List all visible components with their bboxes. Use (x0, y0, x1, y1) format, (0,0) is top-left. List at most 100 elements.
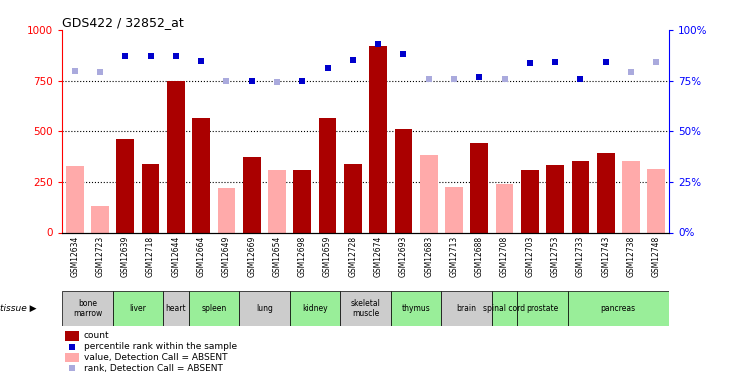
Text: GSM12723: GSM12723 (96, 236, 105, 277)
FancyBboxPatch shape (340, 291, 391, 326)
Bar (268, 170, 286, 232)
Text: GSM12713: GSM12713 (450, 236, 458, 277)
Text: GSM12718: GSM12718 (146, 236, 155, 276)
Point (372, 41, 384, 47)
Bar (572, 160, 589, 232)
FancyBboxPatch shape (189, 291, 239, 326)
Text: GSM12649: GSM12649 (222, 236, 231, 277)
Text: GSM12669: GSM12669 (247, 236, 257, 277)
Bar (596, 153, 615, 232)
Text: GSM12753: GSM12753 (550, 236, 560, 277)
Point (67, 365, 78, 371)
Text: GSM12683: GSM12683 (424, 236, 433, 277)
Text: GSM12664: GSM12664 (197, 236, 205, 277)
Text: spinal cord: spinal cord (483, 304, 526, 313)
Point (575, 76, 586, 82)
FancyBboxPatch shape (568, 291, 669, 326)
Point (322, 66, 333, 72)
Text: GDS422 / 32852_at: GDS422 / 32852_at (62, 16, 184, 29)
Bar (66, 166, 83, 232)
Text: kidney: kidney (302, 304, 327, 313)
Point (499, 76, 510, 82)
Bar (243, 157, 260, 232)
Bar (471, 143, 488, 232)
FancyBboxPatch shape (289, 291, 340, 326)
Text: liver: liver (129, 304, 146, 313)
Bar (218, 188, 235, 232)
FancyBboxPatch shape (113, 291, 163, 326)
Point (398, 51, 409, 57)
Point (297, 78, 308, 84)
Point (145, 53, 156, 59)
Bar (293, 170, 311, 232)
Bar (192, 118, 210, 232)
FancyBboxPatch shape (442, 291, 492, 326)
Text: brain: brain (457, 304, 477, 313)
Bar (142, 164, 159, 232)
Point (119, 53, 131, 59)
Text: skeletal
muscle: skeletal muscle (351, 299, 380, 318)
Text: count: count (84, 332, 110, 340)
Point (271, 79, 283, 85)
Point (549, 59, 561, 65)
Bar (369, 46, 387, 232)
Text: spleen: spleen (201, 304, 227, 313)
Text: heart: heart (166, 304, 186, 313)
Text: GSM12733: GSM12733 (576, 236, 585, 277)
Text: GSM12674: GSM12674 (374, 236, 382, 277)
Bar (496, 184, 513, 232)
Bar (648, 169, 665, 232)
Point (524, 60, 536, 66)
Text: GSM12634: GSM12634 (70, 236, 79, 277)
FancyBboxPatch shape (62, 291, 113, 326)
Point (246, 78, 257, 84)
Text: GSM12644: GSM12644 (171, 236, 181, 277)
Text: lung: lung (256, 304, 273, 313)
Text: rank, Detection Call = ABSENT: rank, Detection Call = ABSENT (84, 364, 223, 373)
Text: GSM12698: GSM12698 (298, 236, 307, 277)
FancyBboxPatch shape (163, 291, 189, 326)
Text: GSM12659: GSM12659 (323, 236, 332, 277)
Text: pancreas: pancreas (601, 304, 636, 313)
FancyBboxPatch shape (239, 291, 289, 326)
Point (600, 59, 612, 65)
Text: value, Detection Call = ABSENT: value, Detection Call = ABSENT (84, 353, 227, 362)
Text: GSM12688: GSM12688 (474, 236, 484, 276)
Text: GSM12693: GSM12693 (399, 236, 408, 277)
Point (195, 58, 207, 64)
Text: GSM12639: GSM12639 (121, 236, 130, 277)
Bar (622, 160, 640, 232)
Bar (167, 81, 185, 232)
FancyBboxPatch shape (518, 291, 568, 326)
Bar (319, 118, 336, 232)
Text: tissue ▶: tissue ▶ (0, 304, 37, 313)
Text: GSM12738: GSM12738 (626, 236, 635, 277)
Bar (395, 129, 412, 232)
Text: GSM12748: GSM12748 (652, 236, 661, 277)
Text: GSM12708: GSM12708 (500, 236, 509, 277)
Text: thymus: thymus (402, 304, 431, 313)
Bar (91, 206, 109, 232)
Point (67, 344, 78, 350)
Bar (445, 187, 463, 232)
Bar (344, 164, 362, 232)
Text: percentile rank within the sample: percentile rank within the sample (84, 342, 237, 351)
FancyBboxPatch shape (391, 291, 442, 326)
Point (474, 74, 485, 80)
Bar (116, 140, 135, 232)
Bar (521, 170, 539, 232)
Text: GSM12728: GSM12728 (349, 236, 357, 276)
Point (423, 76, 434, 82)
Bar (420, 154, 438, 232)
Point (347, 57, 359, 63)
Point (170, 53, 182, 59)
Point (625, 69, 637, 75)
Bar (66, 353, 79, 362)
Text: GSM12743: GSM12743 (601, 236, 610, 277)
FancyBboxPatch shape (492, 291, 518, 326)
Text: bone
marrow: bone marrow (73, 299, 102, 318)
Text: GSM12703: GSM12703 (526, 236, 534, 277)
Text: GSM12654: GSM12654 (273, 236, 281, 277)
Bar (66, 331, 79, 340)
Point (94, 69, 106, 75)
